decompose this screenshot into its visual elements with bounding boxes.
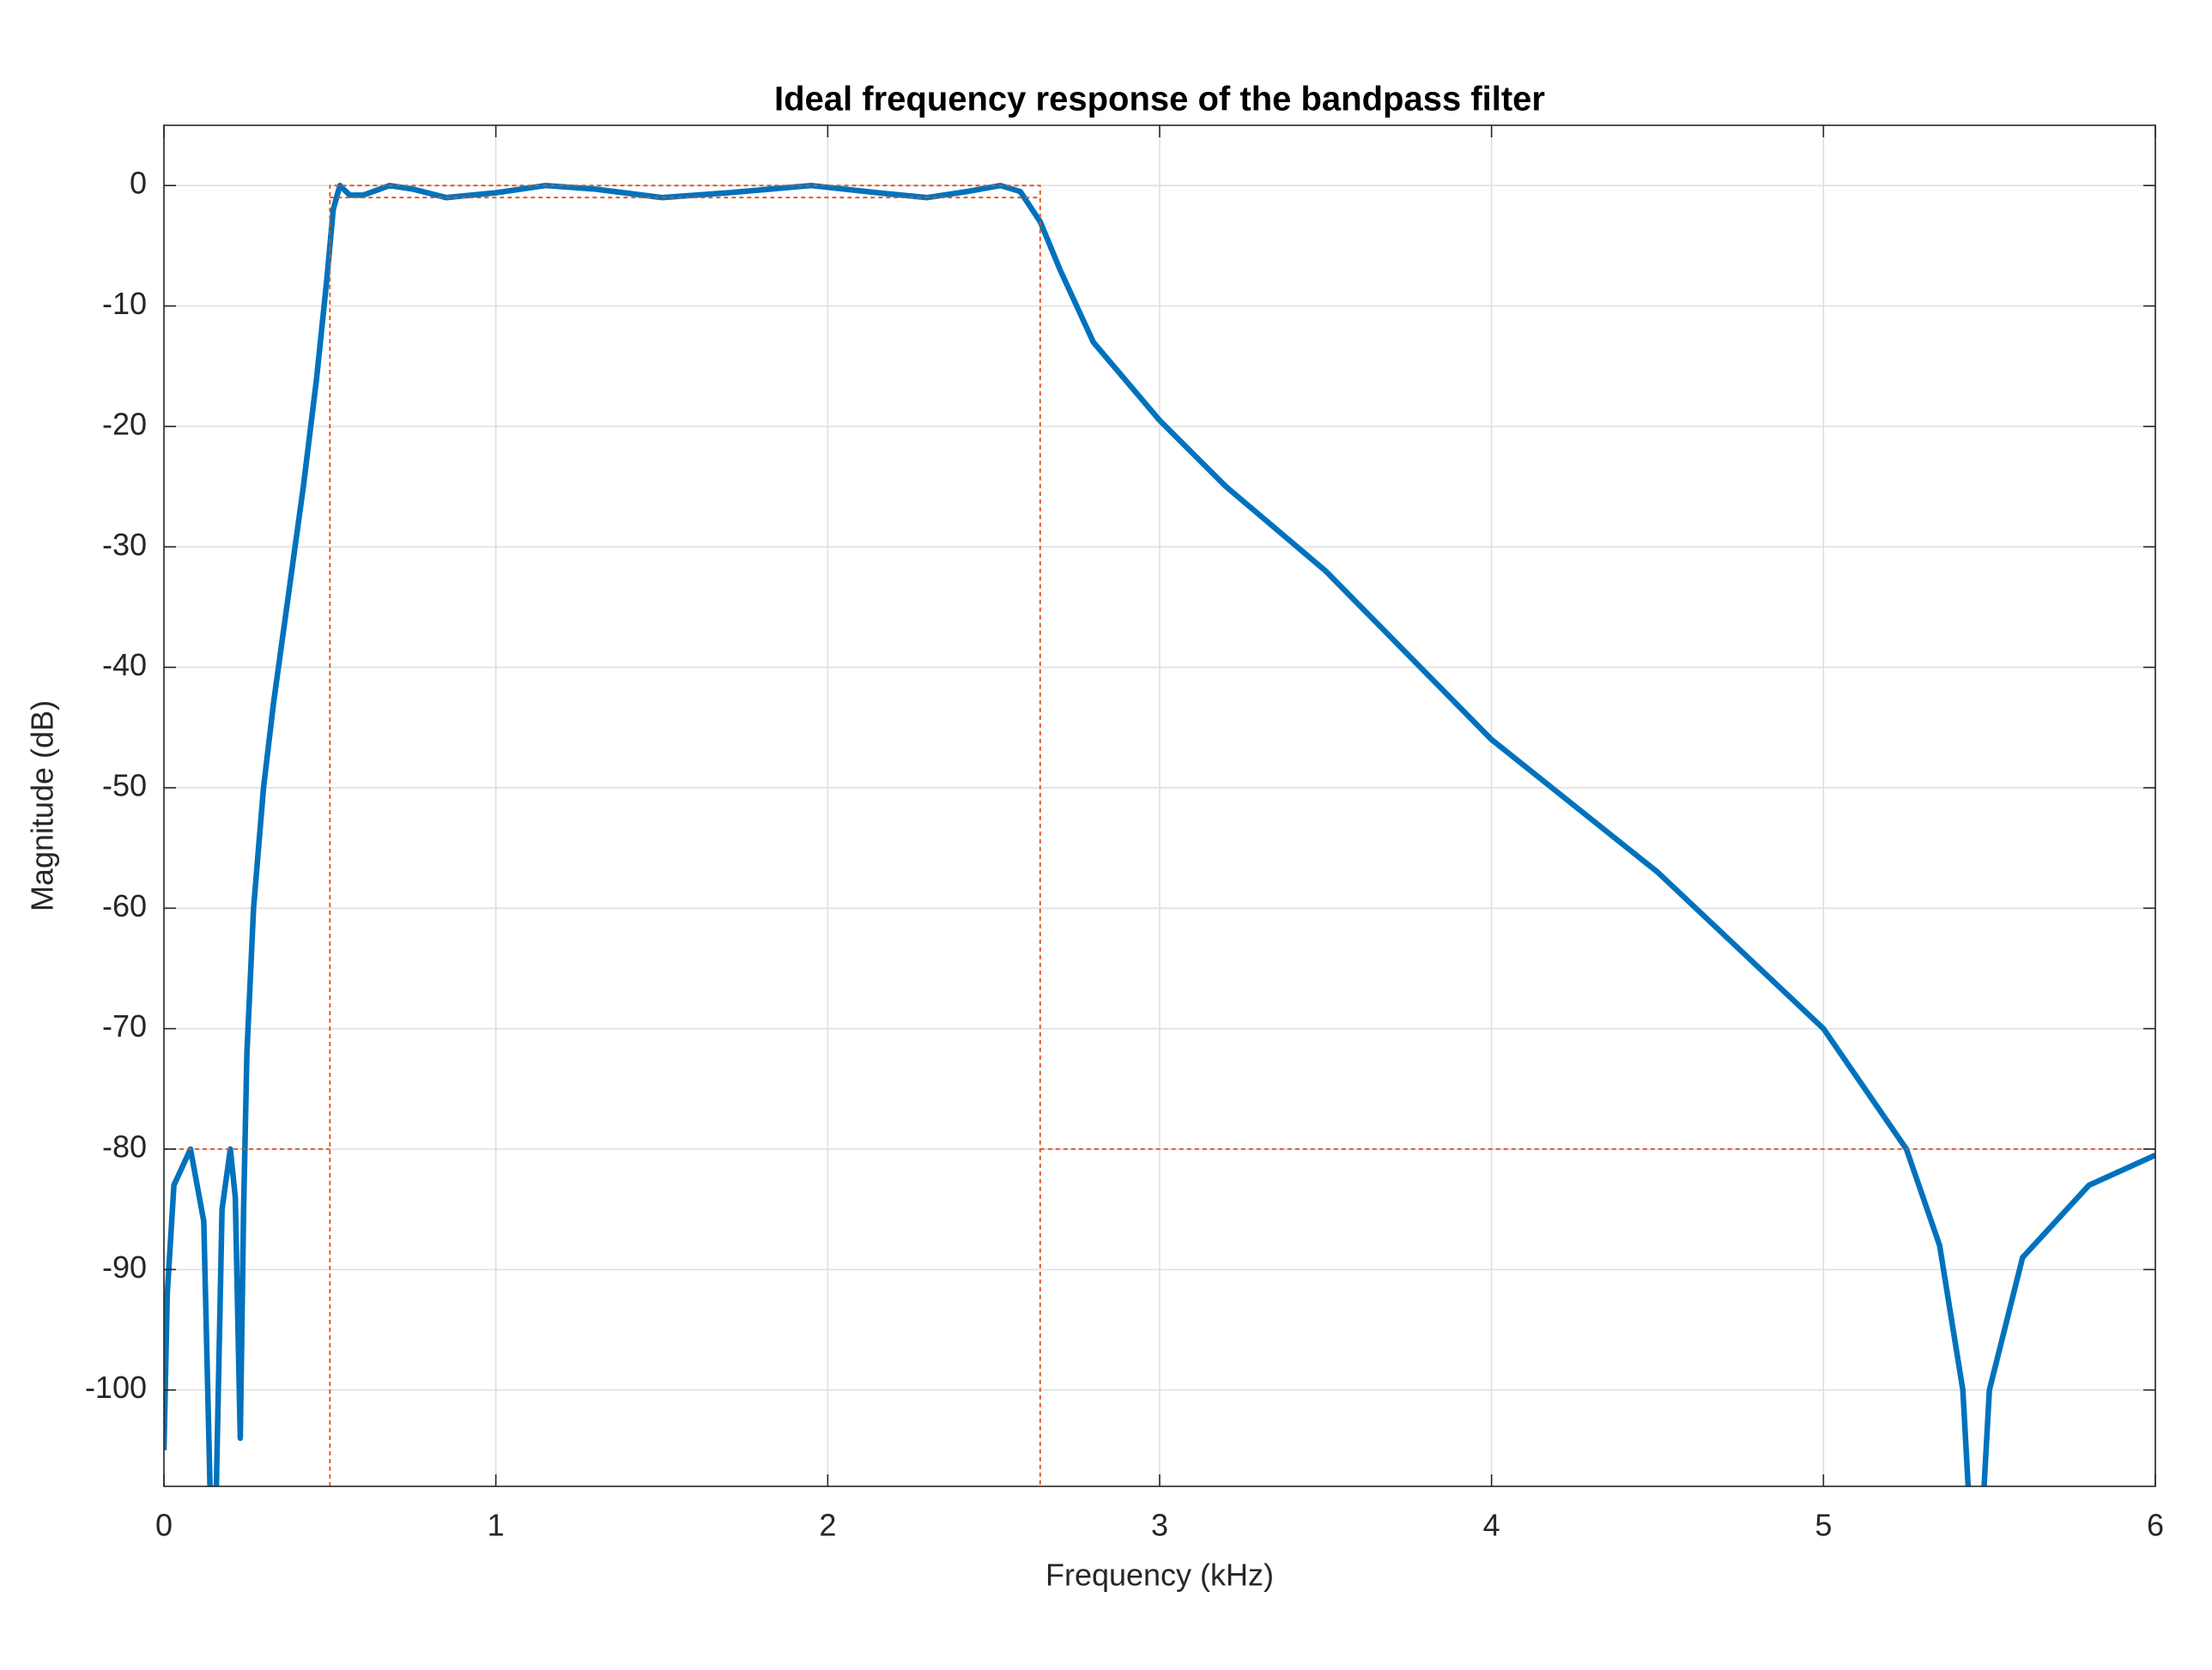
x-tick-label: 2: [819, 1508, 836, 1543]
x-tick-label: 6: [2147, 1508, 2164, 1543]
y-tick-label: -100: [85, 1370, 147, 1405]
y-axis-label: Magnitude (dB): [25, 700, 60, 911]
y-tick-label: -10: [102, 286, 147, 321]
y-tick-label: 0: [130, 166, 147, 201]
plot-area: [164, 182, 2155, 1486]
response-line: [164, 182, 2155, 1486]
grid: [163, 125, 2156, 1486]
x-axis-label: Frequency (kHz): [1045, 1558, 1274, 1593]
mask-line: [164, 185, 2155, 1486]
y-tick-label: -80: [102, 1129, 147, 1165]
y-tick-label: -40: [102, 647, 147, 682]
x-tick-label: 4: [1483, 1508, 1500, 1543]
y-tick-label: -60: [102, 888, 147, 923]
y-tick-label: -30: [102, 527, 147, 562]
y-tick-label: -50: [102, 767, 147, 802]
y-tick-label: -90: [102, 1249, 147, 1285]
x-tick-label: 3: [1151, 1508, 1168, 1543]
chart-title: Ideal frequency response of the bandpass…: [774, 81, 1545, 118]
x-tick-label: 1: [488, 1508, 505, 1543]
x-tick-label: 0: [155, 1508, 173, 1543]
x-tick-label: 5: [1815, 1508, 1832, 1543]
y-tick-label: -20: [102, 406, 147, 441]
y-tick-label: -70: [102, 1008, 147, 1044]
